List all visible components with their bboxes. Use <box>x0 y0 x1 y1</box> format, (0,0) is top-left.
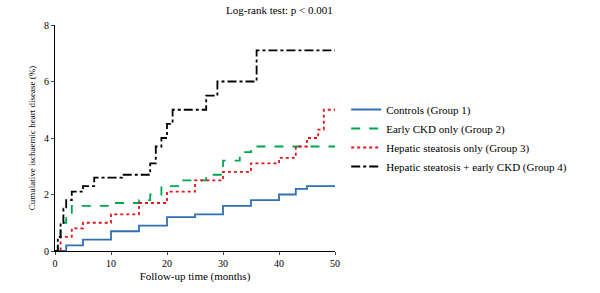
svg-text:50: 50 <box>330 258 340 269</box>
svg-text:0: 0 <box>53 258 58 269</box>
svg-text:Early CKD only (Group 2): Early CKD only (Group 2) <box>386 123 505 136</box>
svg-text:20: 20 <box>162 258 172 269</box>
svg-text:2: 2 <box>44 189 49 200</box>
svg-text:0: 0 <box>44 246 49 257</box>
svg-text:Hepatic steatosis only (Group: Hepatic steatosis only (Group 3) <box>386 142 529 155</box>
svg-text:Log-rank test: p < 0.001: Log-rank test: p < 0.001 <box>226 4 333 16</box>
svg-text:6: 6 <box>44 76 49 87</box>
svg-text:Cumulative ischaemic heart dis: Cumulative ischaemic heart disease (%) <box>27 66 37 210</box>
svg-text:4: 4 <box>44 133 49 144</box>
svg-text:8: 8 <box>44 20 49 31</box>
svg-text:Follow-up time (months): Follow-up time (months) <box>140 270 251 283</box>
svg-text:40: 40 <box>274 258 284 269</box>
svg-text:10: 10 <box>106 258 116 269</box>
svg-text:30: 30 <box>218 258 228 269</box>
svg-text:Hepatic steatosis + early CKD: Hepatic steatosis + early CKD (Group 4) <box>386 161 567 174</box>
svg-text:Controls (Group 1): Controls (Group 1) <box>386 104 471 117</box>
